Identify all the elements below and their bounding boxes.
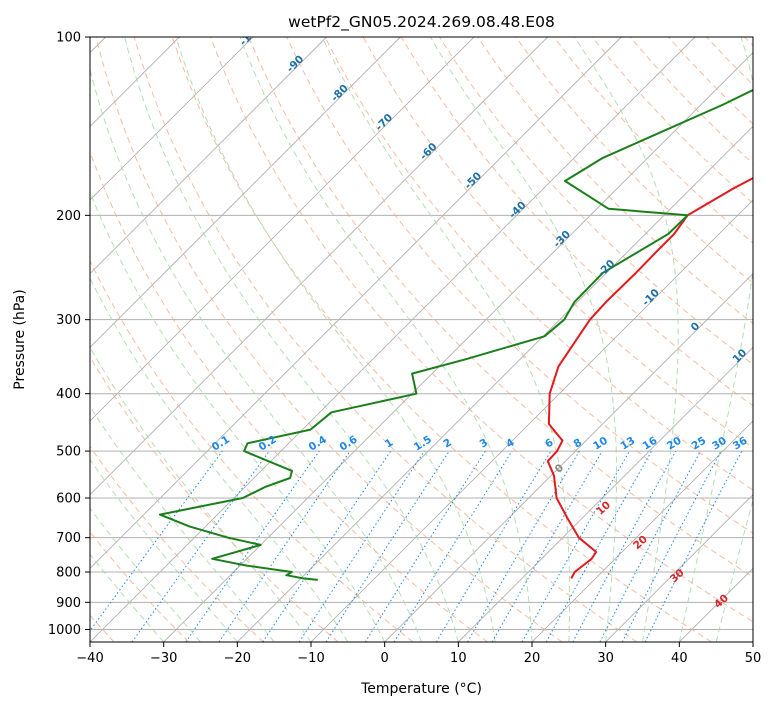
y-tick-label: 700 (56, 531, 81, 546)
x-tick-label: 30 (597, 651, 614, 666)
moist-adiabat-line (90, 507, 201, 642)
moist-adiabat-line (429, 37, 617, 642)
moist-adiabats (90, 37, 753, 642)
dry-adiabat-line (286, 37, 753, 534)
mixing-ratio-line (572, 450, 677, 642)
moist-adiabat-line (321, 37, 571, 642)
mixing-ratio-line (521, 450, 630, 642)
moist-adiabat-line (678, 37, 753, 642)
dry-adiabat-line (248, 37, 753, 578)
dry-adiabats (90, 37, 753, 642)
x-tick-label: −30 (150, 651, 177, 666)
dry-adiabat-line (90, 356, 339, 642)
moist-adiabat-line (239, 37, 533, 642)
temperature-profile (546, 176, 753, 579)
dry-adiabat-line (515, 37, 753, 284)
y-tick-label: 800 (56, 566, 81, 581)
dry-adiabat-line (90, 259, 414, 642)
mixing-ratio-line (393, 450, 513, 642)
y-tick-label: 200 (56, 209, 81, 224)
x-tick-label: 10 (450, 651, 467, 666)
isotherm-line (458, 346, 753, 642)
moist-adiabat-line (715, 498, 753, 642)
x-tick-label: 0 (381, 651, 389, 666)
isotherm-line (90, 37, 548, 496)
mixing-ratio-line (644, 450, 743, 642)
mixing-ratio-line (90, 450, 223, 632)
dry-adiabat-line (95, 37, 563, 642)
moist-adiabat-line (90, 67, 422, 642)
dry-adiabat-line (90, 445, 264, 642)
x-tick-label: −20 (224, 651, 251, 666)
mixing-ratio-line (185, 450, 320, 642)
isotherm-label: -100 (237, 21, 264, 48)
dewpoint-profile (158, 88, 753, 581)
dry-adiabat-line (133, 37, 638, 642)
x-axis-label: Temperature (°C) (360, 681, 482, 697)
plot-background (90, 37, 753, 642)
dry-adiabat-line (171, 37, 712, 642)
mixing-ratio-line (545, 450, 653, 642)
x-tick-label: 50 (745, 651, 762, 666)
y-axis-ticks: 100 200 300 400 500 600 700 800 900 1000 (48, 31, 90, 638)
mixing-ratio-line (325, 450, 450, 642)
y-tick-label: 600 (56, 492, 81, 507)
isotherm-line (90, 37, 327, 275)
moist-adiabat-line (573, 37, 679, 642)
mixing-ratio-lines (90, 450, 743, 642)
y-tick-label: 1000 (48, 623, 81, 638)
moist-adiabat-line (124, 37, 459, 642)
moist-adiabat-line (90, 190, 386, 642)
isotherm-line (384, 273, 753, 642)
isotherm-line (90, 37, 401, 348)
isotherm-line (90, 37, 254, 201)
dry-adiabat-line (210, 37, 753, 623)
mixing-ratio-line (131, 450, 270, 642)
x-tick-label: 20 (524, 651, 541, 666)
grid-lines (90, 37, 753, 642)
dry-adiabat-line (324, 37, 753, 491)
y-tick-label: 400 (56, 387, 81, 402)
isotherm-line (237, 125, 753, 642)
sounding-profiles (158, 88, 753, 581)
mixing-ratio-line (218, 450, 351, 642)
moist-adiabat-line (90, 276, 349, 642)
y-tick-label: 500 (56, 445, 81, 460)
x-tick-label: −40 (76, 651, 103, 666)
moist-adiabat-line (90, 346, 312, 642)
y-tick-label: 100 (56, 31, 81, 46)
x-tick-label: −10 (297, 651, 324, 666)
x-axis-ticks: −40 −30 −20 −10 0 10 20 30 40 50 (76, 642, 761, 666)
mixing-ratio-line (262, 450, 392, 642)
chart-title: wetPf2_GN05.2024.269.08.48.E08 (288, 13, 555, 32)
isotherm-line (90, 37, 622, 569)
y-tick-label: 300 (56, 313, 81, 328)
y-axis-label: Pressure (hPa) (12, 289, 28, 389)
isotherm-line (605, 494, 753, 642)
isotherm-line (163, 52, 753, 642)
mixing-ratio-line (298, 450, 425, 642)
moist-adiabat-line (90, 458, 238, 642)
isotherm-line (90, 37, 475, 422)
x-tick-label: 40 (671, 651, 688, 666)
moist-adiabat-line (175, 37, 496, 642)
plot-frame (89, 36, 754, 643)
isotherm-line (531, 420, 753, 642)
moist-adiabat-line (90, 405, 275, 642)
y-tick-label: 900 (56, 596, 81, 611)
moist-adiabat-line (90, 553, 165, 642)
